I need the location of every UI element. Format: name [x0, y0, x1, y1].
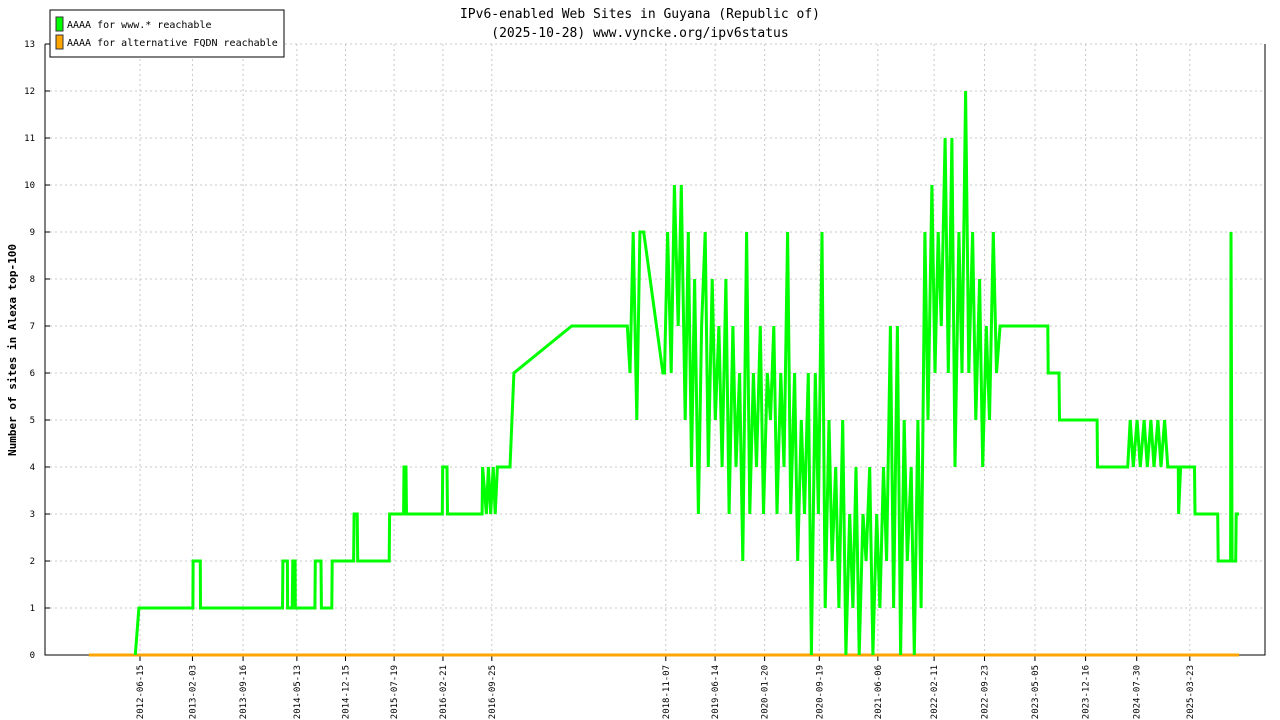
- x-tick-label: 2023-05-05: [1031, 665, 1041, 719]
- y-tick-label: 9: [30, 228, 35, 238]
- legend-swatch: [55, 34, 64, 50]
- y-tick-label: 12: [24, 87, 35, 97]
- y-tick-label: 8: [30, 275, 35, 285]
- legend: AAAA for www.* reachable AAAA for alterna…: [49, 9, 285, 58]
- x-tick-label: 2013-09-16: [239, 665, 249, 719]
- legend-label: AAAA for alternative FQDN reachable: [67, 38, 278, 49]
- x-tick-label: 2020-09-19: [815, 665, 825, 719]
- chart-title: IPv6-enabled Web Sites in Guyana (Republ…: [460, 7, 820, 22]
- y-tick-label: 4: [30, 463, 35, 473]
- x-tick-label: 2014-05-13: [293, 665, 303, 719]
- x-tick-label: 2018-11-07: [662, 665, 672, 719]
- legend-label: AAAA for www.* reachable: [67, 20, 212, 31]
- x-tick-label: 2025-03-23: [1186, 665, 1196, 719]
- y-tick-label: 7: [30, 322, 35, 332]
- x-tick-label: 2023-12-16: [1082, 665, 1092, 719]
- x-tick-label: 2022-02-11: [930, 665, 940, 719]
- x-tick-label: 2016-02-21: [439, 665, 449, 719]
- x-tick-label: 2020-01-20: [761, 665, 771, 719]
- y-tick-label: 11: [24, 134, 35, 144]
- x-tick-label: 2012-06-15: [136, 665, 146, 719]
- y-tick-label: 5: [30, 416, 35, 426]
- x-tick-label: 2013-02-03: [188, 665, 198, 719]
- x-tick-label: 2016-09-25: [488, 665, 498, 719]
- chart-subtitle: (2025-10-28) www.vyncke.org/ipv6status: [491, 26, 788, 41]
- x-tick-label: 2021-06-06: [874, 665, 884, 719]
- y-tick-label: 1: [30, 604, 35, 614]
- y-tick-label: 3: [30, 510, 35, 520]
- y-axis-label: Number of sites in Alexa top-100: [6, 244, 19, 456]
- x-tick-label: 2024-07-30: [1133, 665, 1143, 719]
- y-tick-label: 0: [30, 651, 35, 661]
- legend-box: [49, 9, 285, 58]
- y-tick-label: 13: [24, 40, 35, 50]
- y-tick-label: 10: [24, 181, 35, 191]
- x-tick-label: 2015-07-19: [390, 665, 400, 719]
- y-tick-label: 2: [30, 557, 35, 567]
- series-line: [133, 90, 1240, 656]
- x-tick-label: 2022-09-23: [981, 665, 991, 719]
- x-tick-label: 2019-06-14: [711, 665, 721, 719]
- y-tick-label: 6: [30, 369, 35, 379]
- x-tick-label: 2014-12-15: [341, 665, 351, 719]
- legend-swatch: [55, 16, 64, 32]
